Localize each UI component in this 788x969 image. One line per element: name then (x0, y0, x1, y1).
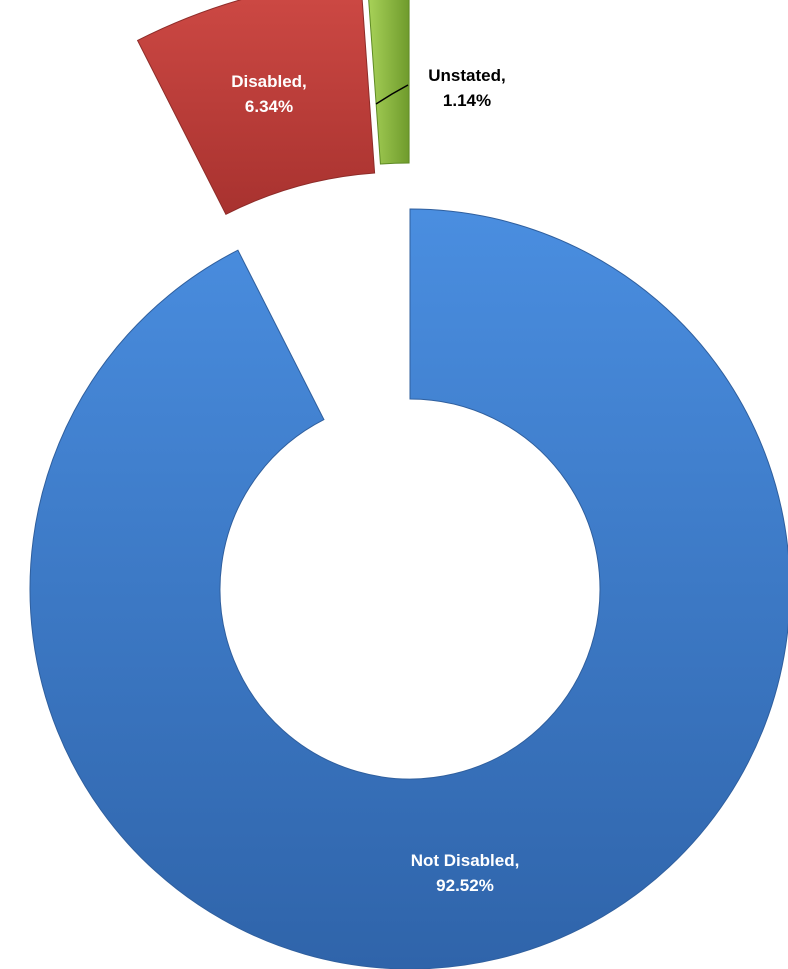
data-label-value: 6.34% (245, 97, 293, 116)
slice-not-disabled (29, 208, 788, 969)
slices-layer (29, 0, 788, 969)
data-label-disabled: Disabled, 6.34% (231, 72, 307, 116)
data-label-category: Unstated, (428, 66, 505, 85)
data-label-unstated: Unstated, 1.14% (428, 66, 505, 110)
data-label-category: Disabled, (231, 72, 307, 91)
leader-line-unstated (375, 84, 409, 105)
data-label-value: 92.52% (436, 876, 494, 895)
slice-unstated (368, 0, 410, 165)
slice-disabled (136, 0, 376, 215)
data-label-value: 1.14% (443, 91, 491, 110)
labels-layer: Not Disabled, 92.52% Disabled, 6.34% Unstate… (231, 66, 519, 895)
data-label-not-disabled: Not Disabled, 92.52% (411, 851, 520, 895)
data-label-category: Not Disabled, (411, 851, 520, 870)
